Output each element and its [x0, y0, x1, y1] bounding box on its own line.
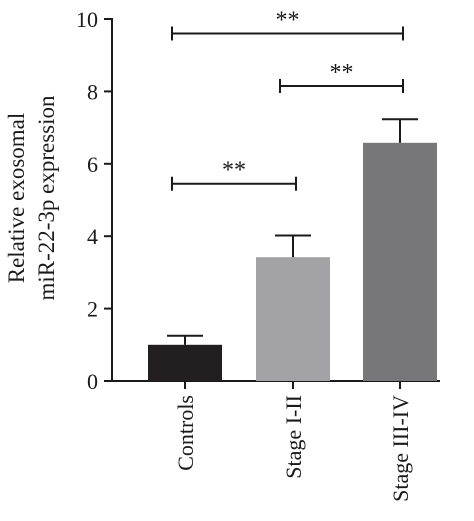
significance-brackets: ** ** ** — [171, 7, 404, 191]
bar — [148, 344, 222, 381]
y-axis-label-line-1: Relative exosomal — [4, 113, 29, 284]
y-tick-label: 6 — [87, 152, 98, 177]
bar — [256, 257, 330, 381]
bar — [363, 142, 437, 381]
x-tick-label: Stage III-IV — [388, 395, 413, 502]
y-axis-label: Relative exosomal miR-22-3p expression — [4, 95, 59, 301]
category-labels: Controls Stage I-II Stage III-IV — [173, 395, 413, 502]
significance-label: ** — [330, 60, 354, 86]
x-tick-label: Stage I-II — [281, 395, 306, 479]
y-tick-label: 2 — [87, 297, 98, 322]
y-tick-label: 4 — [87, 224, 98, 249]
error-bars — [167, 118, 418, 345]
significance-bracket: ** — [279, 60, 404, 93]
bars — [148, 142, 437, 381]
significance-bracket: ** — [171, 7, 404, 41]
significance-label: ** — [276, 7, 300, 33]
y-tick-label: 0 — [87, 369, 98, 394]
y-axis-label-line-2: miR-22-3p expression — [34, 95, 59, 301]
significance-bracket: ** — [171, 158, 297, 191]
significance-label: ** — [222, 158, 246, 184]
x-tick-label: Controls — [173, 395, 198, 471]
y-tick-label: 10 — [76, 7, 98, 32]
y-tick-label: 8 — [87, 79, 98, 104]
